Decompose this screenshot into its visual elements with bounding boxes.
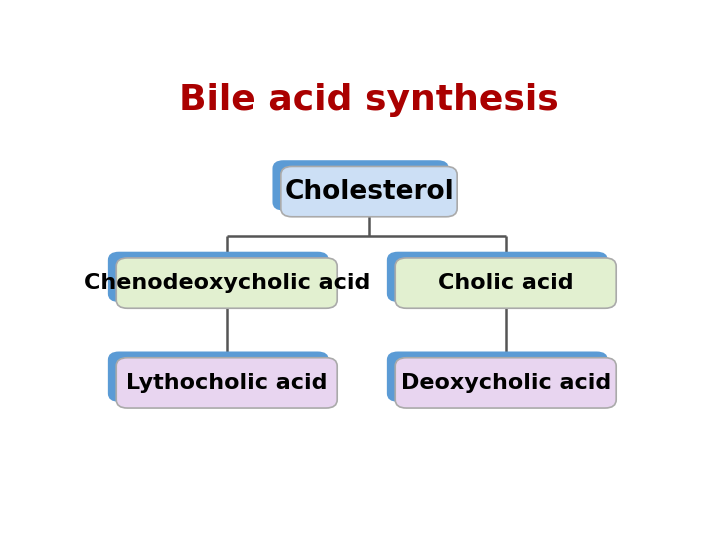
Text: Lythocholic acid: Lythocholic acid [126, 373, 328, 393]
FancyBboxPatch shape [272, 160, 449, 211]
FancyBboxPatch shape [395, 258, 616, 308]
FancyBboxPatch shape [395, 357, 616, 408]
Text: Bile acid synthesis: Bile acid synthesis [179, 83, 559, 117]
FancyBboxPatch shape [387, 252, 608, 302]
FancyBboxPatch shape [116, 357, 337, 408]
Text: Cholic acid: Cholic acid [438, 273, 574, 293]
Text: Cholesterol: Cholesterol [284, 179, 454, 205]
FancyBboxPatch shape [387, 352, 608, 402]
Text: Chenodeoxycholic acid: Chenodeoxycholic acid [84, 273, 370, 293]
FancyBboxPatch shape [108, 252, 329, 302]
FancyBboxPatch shape [281, 166, 457, 217]
FancyBboxPatch shape [108, 352, 329, 402]
Text: Deoxycholic acid: Deoxycholic acid [400, 373, 611, 393]
FancyBboxPatch shape [116, 258, 337, 308]
